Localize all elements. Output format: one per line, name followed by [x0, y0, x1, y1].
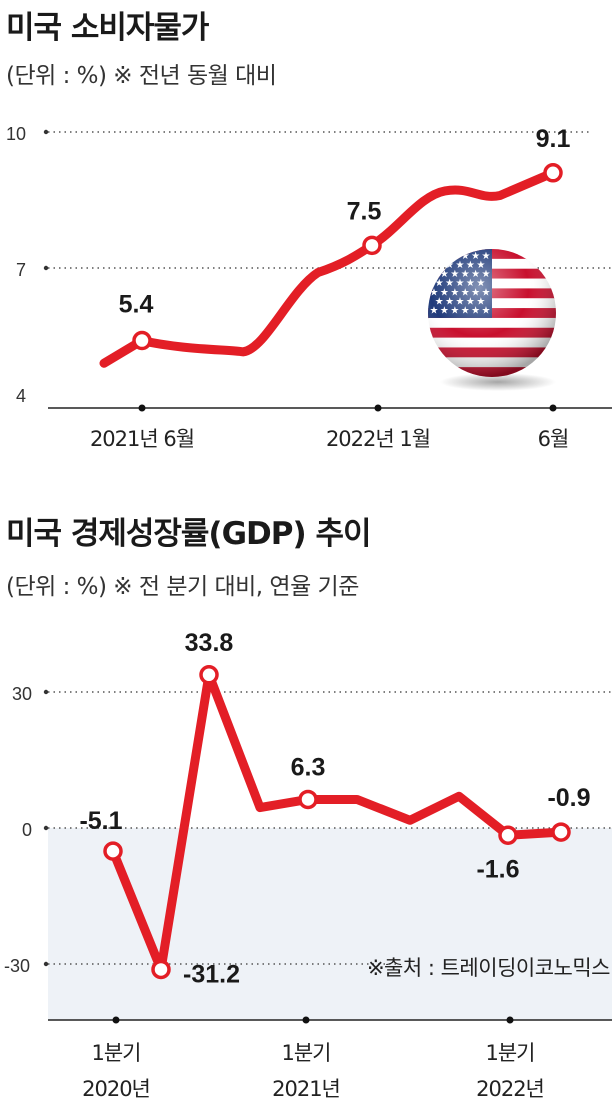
source-note: ※출처 : 트레이딩이코노믹스	[367, 956, 610, 980]
cpi-label-7.5: 7.5	[347, 197, 382, 225]
cpi-chart: 10 7 4 2021년 6월 2022년 1월 6월 ★★★★★★★★★★★★…	[6, 124, 612, 451]
x-tick	[112, 1016, 120, 1024]
cpi-point-7.5	[362, 235, 382, 256]
x-tick	[506, 1016, 514, 1024]
tick-dot	[43, 961, 49, 967]
gdp-label--1.6: -1.6	[476, 855, 519, 883]
y-tick-10: 10	[6, 124, 26, 144]
gdp-point--5.1	[103, 841, 123, 861]
tick-dot	[43, 265, 49, 271]
y-tick-0: 0	[22, 820, 32, 840]
x-label-2020: 2020년	[82, 1077, 150, 1101]
x-tick	[549, 404, 557, 412]
x-label-6: 6월	[538, 427, 569, 451]
svg-text:★: ★	[430, 251, 439, 262]
tick-dot	[43, 825, 49, 831]
gdp-label-6.3: 6.3	[291, 753, 326, 781]
gdp-label--31.2: -31.2	[183, 960, 240, 988]
cpi-chart-title: 미국 소비자물가	[6, 10, 209, 46]
cpi-label-9.1: 9.1	[536, 125, 571, 153]
x-tick	[374, 404, 382, 412]
gdp-label--5.1: -5.1	[79, 807, 122, 835]
gdp-point--1.6	[498, 825, 518, 846]
gdp-series-line	[108, 670, 566, 974]
y-tick-7: 7	[16, 260, 26, 280]
y-tick-4: 4	[16, 386, 26, 406]
x-label-2021: 2021년	[272, 1077, 340, 1101]
cpi-point-9.1	[543, 163, 563, 183]
tick-dot	[43, 689, 49, 695]
gdp-point-6.3	[298, 789, 318, 810]
gdp-chart: 30 0 -30 1분기 2020년 1분기 2021년 1분기 2022년 ※…	[4, 629, 612, 1101]
y-tick-neg30: -30	[4, 956, 30, 976]
gdp-label--0.9: -0.9	[547, 784, 590, 812]
x-label-2022: 2022년	[476, 1077, 544, 1101]
cpi-unit-note: (단위 : %) ※ 전년 동월 대비	[6, 63, 277, 89]
gdp-point--31.2	[151, 959, 171, 980]
cpi-label-5.4: 5.4	[119, 291, 154, 319]
gdp-label-33.8: 33.8	[185, 629, 234, 657]
svg-text:★: ★	[430, 269, 439, 280]
gdp-point--0.9	[551, 822, 571, 842]
x-label-q1: 1분기	[91, 1041, 140, 1065]
cpi-point-5.4	[132, 330, 152, 351]
gdp-point-33.8	[199, 665, 219, 685]
x-label-2022-1: 2022년 1월	[326, 427, 430, 451]
gdp-chart-title: 미국 경제성장률(GDP) 추이	[6, 516, 371, 552]
svg-text:★: ★	[440, 251, 449, 262]
x-label-q1: 1분기	[485, 1041, 534, 1065]
y-tick-30: 30	[12, 684, 32, 704]
x-label-2021-6: 2021년 6월	[90, 427, 194, 451]
cpi-series-line	[99, 168, 558, 368]
svg-text:★: ★	[435, 260, 444, 271]
us-flag-icon: ★★★★★★★★★★★★★★★★★★★★★★★★★★★★★★★★★★★★★★★	[428, 249, 556, 391]
x-label-q1: 1분기	[281, 1041, 330, 1065]
x-tick	[302, 1016, 310, 1024]
tick-dot	[43, 129, 49, 135]
gdp-unit-note: (단위 : %) ※ 전 분기 대비, 연율 기준	[6, 574, 359, 600]
negative-zone	[48, 828, 612, 1020]
x-tick	[138, 404, 146, 412]
